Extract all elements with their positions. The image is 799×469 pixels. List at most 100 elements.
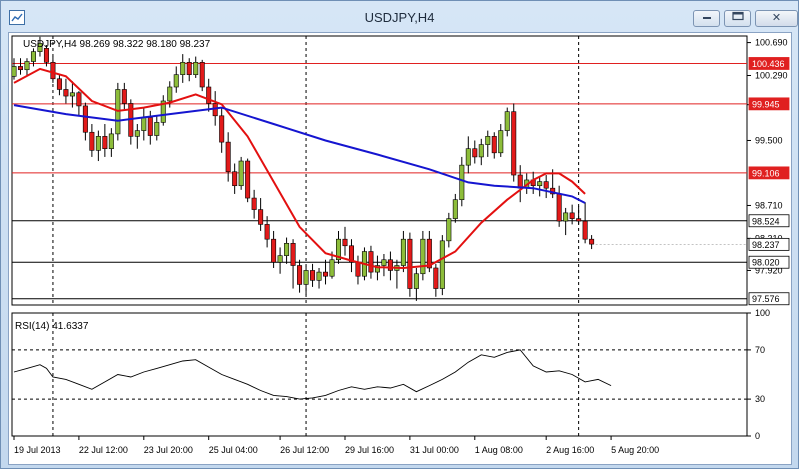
- candle-body-up: [11, 66, 17, 77]
- candle-body-down: [472, 148, 478, 158]
- time-tick-label: 26 Jul 12:00: [280, 445, 329, 455]
- candle: [11, 58, 17, 80]
- candle-body-up: [238, 160, 244, 187]
- candle: [277, 247, 283, 274]
- candle: [452, 193, 458, 223]
- candle: [17, 58, 23, 75]
- candle-body-down: [271, 238, 277, 263]
- candle: [219, 107, 225, 153]
- candle: [284, 237, 290, 264]
- level-tag-box: [748, 166, 790, 180]
- level-tag: 100.436: [748, 57, 790, 70]
- candle-body-up: [459, 164, 465, 201]
- candle-body-down: [50, 62, 56, 80]
- candle-body-up: [141, 117, 147, 131]
- candle-body-down: [89, 131, 95, 151]
- candle-body-up: [30, 51, 36, 62]
- time-tick-label: 29 Jul 16:00: [345, 445, 394, 455]
- level-tag-text: 97.576: [752, 294, 780, 304]
- candle-body-down: [63, 89, 69, 97]
- candle: [186, 58, 192, 82]
- level-tag-text: 100.436: [752, 59, 785, 69]
- candle-body-up: [400, 238, 406, 266]
- candle-body-down: [206, 86, 212, 104]
- candle: [433, 263, 439, 297]
- candle: [290, 239, 296, 289]
- candle-body-up: [316, 271, 322, 281]
- candle-body-up: [193, 62, 199, 75]
- candle-body-up: [173, 74, 179, 88]
- level-tag-text: 99.945: [752, 99, 780, 109]
- candle: [342, 226, 348, 256]
- candle: [154, 115, 160, 141]
- candle-body-up: [478, 144, 484, 158]
- candle-body-down: [348, 245, 354, 263]
- candle: [89, 124, 95, 157]
- candle-body-down: [589, 238, 595, 245]
- rsi-header: RSI(14) 41.6337: [15, 321, 89, 332]
- candle-body-down: [245, 160, 251, 199]
- candle-body-up: [108, 133, 114, 150]
- chart-window-icon[interactable]: [9, 10, 25, 25]
- time-tick-label: 5 Aug 20:00: [611, 445, 659, 455]
- candle-body-down: [569, 212, 575, 219]
- candle: [582, 202, 588, 244]
- title-bar[interactable]: USDJPY,H4 ✕: [1, 1, 798, 33]
- time-tick-label: 31 Jul 00:00: [410, 445, 459, 455]
- time-tick-label: 19 Jul 2013: [14, 445, 61, 455]
- candle-body-down: [186, 62, 192, 75]
- chart-canvas[interactable]: 100.690100.29099.93599.50098.71098.31097…: [9, 33, 791, 464]
- candle: [63, 78, 69, 104]
- rsi-pane: 100 70 30 0: [11, 308, 770, 441]
- candle: [537, 177, 543, 197]
- candle-body-up: [374, 265, 380, 273]
- candle-body-down: [355, 261, 361, 277]
- candle-body-up: [439, 240, 445, 289]
- candle-body-down: [517, 174, 523, 189]
- candle-body-down: [43, 48, 49, 63]
- candle-body-down: [76, 92, 82, 107]
- candle: [69, 81, 75, 108]
- candle-body-down: [310, 270, 316, 281]
- candle-body-down: [543, 181, 549, 189]
- candle-body-down: [426, 238, 432, 269]
- candle: [199, 59, 205, 92]
- candle: [420, 230, 426, 281]
- price-tick-label: 98.710: [755, 200, 783, 210]
- time-axis: 19 Jul 2013 22 Jul 12:00 23 Jul 20:00 25 Ju…: [12, 435, 747, 455]
- candle: [108, 128, 114, 157]
- candle: [24, 58, 30, 77]
- current-price-tag: 98.237: [748, 237, 790, 251]
- rsi-line: [13, 349, 612, 400]
- candle: [43, 45, 49, 67]
- candle: [95, 130, 101, 162]
- candle-body-down: [219, 115, 225, 143]
- candle: [102, 124, 108, 157]
- maximize-button[interactable]: [724, 10, 751, 27]
- chart-area[interactable]: 100.690100.29099.93599.50098.71098.31097…: [8, 32, 792, 465]
- candle-body-down: [582, 220, 588, 240]
- candle: [504, 107, 510, 137]
- candle-body-up: [504, 111, 510, 131]
- candle: [245, 158, 251, 203]
- price-tick-label: 100.690: [755, 38, 788, 48]
- candle-body-up: [413, 273, 419, 289]
- candle: [76, 91, 82, 116]
- candle: [134, 124, 140, 149]
- candle-body-up: [498, 130, 504, 154]
- candle: [160, 95, 166, 126]
- candle: [258, 198, 264, 231]
- candle: [238, 156, 244, 190]
- minimize-button[interactable]: [693, 10, 720, 27]
- candle-body-down: [576, 218, 582, 222]
- candle-body-up: [420, 238, 426, 275]
- candle-body-up: [167, 86, 173, 102]
- close-button[interactable]: ✕: [755, 10, 798, 27]
- candle-body-down: [199, 62, 205, 88]
- candle-body-down: [290, 243, 296, 266]
- candle-body-up: [452, 199, 458, 219]
- candle-body-down: [297, 265, 303, 285]
- candle-body-down: [17, 66, 23, 71]
- candle: [459, 156, 465, 207]
- candle-body-down: [232, 171, 238, 187]
